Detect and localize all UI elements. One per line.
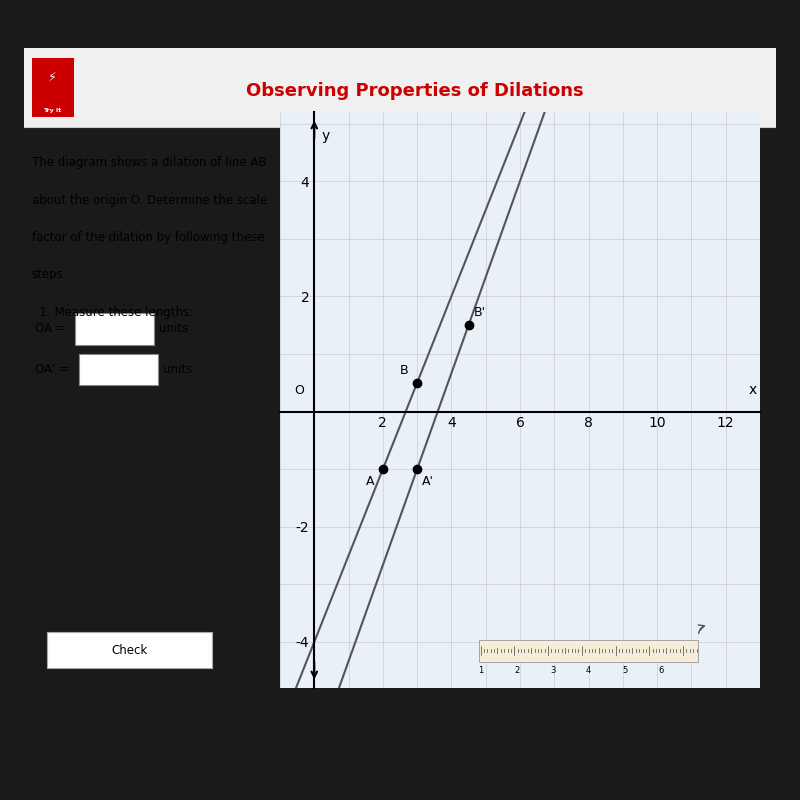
Text: 1: 1 xyxy=(478,666,483,675)
Text: A': A' xyxy=(422,475,434,488)
Text: factor of the dilation by following these: factor of the dilation by following thes… xyxy=(31,231,264,244)
Text: x: x xyxy=(749,383,758,397)
FancyBboxPatch shape xyxy=(79,354,158,385)
Text: 2: 2 xyxy=(514,666,519,675)
Text: 1. Measure these lengths:: 1. Measure these lengths: xyxy=(31,306,193,319)
Text: A: A xyxy=(366,475,374,488)
Text: Try It: Try It xyxy=(43,108,62,113)
Text: B: B xyxy=(400,364,409,377)
Text: 3: 3 xyxy=(550,666,555,675)
Text: 5: 5 xyxy=(622,666,627,675)
Text: 6: 6 xyxy=(658,666,663,675)
Text: ⚡: ⚡ xyxy=(48,71,57,84)
Text: Observing Properties of Dilations: Observing Properties of Dilations xyxy=(246,82,584,100)
Text: O: O xyxy=(294,384,304,397)
FancyBboxPatch shape xyxy=(46,632,212,668)
Bar xyxy=(479,640,698,662)
Text: OA =: OA = xyxy=(35,322,66,335)
FancyBboxPatch shape xyxy=(75,313,154,345)
Text: The diagram shows a dilation of line AB: The diagram shows a dilation of line AB xyxy=(31,156,266,170)
Text: steps.: steps. xyxy=(31,269,67,282)
Text: units: units xyxy=(159,322,189,335)
Text: Check: Check xyxy=(111,644,147,657)
Text: OA’ =: OA’ = xyxy=(35,363,70,376)
Text: y: y xyxy=(321,130,330,143)
Text: 4: 4 xyxy=(586,666,591,675)
FancyBboxPatch shape xyxy=(24,48,776,126)
FancyBboxPatch shape xyxy=(31,58,74,117)
Text: about the origin O. Determine the scale: about the origin O. Determine the scale xyxy=(31,194,266,206)
Text: units: units xyxy=(163,363,192,376)
Text: B': B' xyxy=(474,306,486,319)
